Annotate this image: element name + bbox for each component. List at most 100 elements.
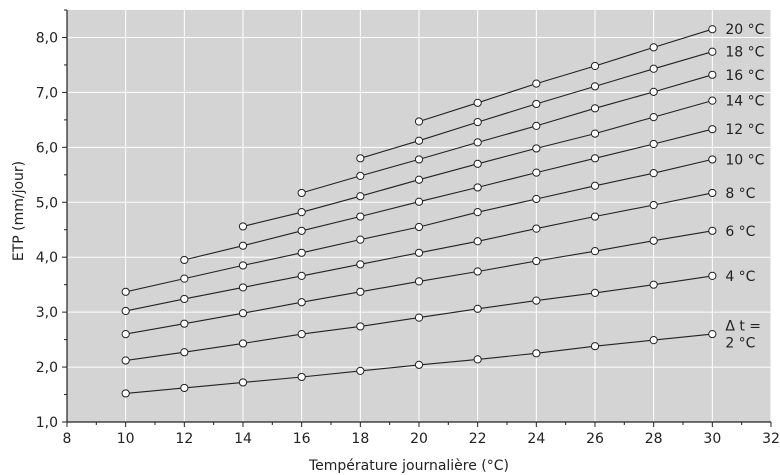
- y-tick-label: 3,0: [36, 305, 58, 321]
- data-point: [649, 169, 658, 178]
- data-point: [532, 296, 541, 305]
- series-group: [238, 96, 717, 231]
- data-point: [649, 113, 658, 122]
- data-point: [532, 224, 541, 233]
- series-label: 2 °C: [725, 336, 755, 352]
- series-line: [184, 128, 713, 261]
- data-point: [356, 287, 365, 296]
- series-line: [301, 74, 713, 194]
- data-point: [297, 188, 306, 198]
- data-point: [414, 360, 424, 369]
- series-group: [414, 25, 717, 126]
- data-point: [708, 226, 717, 235]
- data-point: [708, 70, 717, 79]
- data-point: [708, 96, 717, 105]
- data-point: [180, 319, 189, 328]
- x-tick-label: 16: [293, 431, 311, 447]
- series-group: [121, 226, 717, 339]
- data-point: [414, 155, 424, 164]
- y-tick-label: 6,0: [36, 140, 58, 156]
- data-point: [356, 192, 365, 201]
- data-point: [414, 117, 424, 126]
- data-point: [180, 274, 189, 283]
- x-tick-label: 28: [645, 431, 663, 447]
- data-point: [532, 99, 541, 109]
- series-label: 12 °C: [725, 122, 764, 138]
- series-label: 18 °C: [725, 45, 764, 61]
- data-point: [121, 287, 130, 296]
- x-tick-label: 32: [762, 431, 780, 447]
- data-point: [121, 330, 130, 339]
- series-label: Δ t =: [725, 319, 761, 335]
- x-tick-label: 20: [410, 431, 428, 447]
- data-point: [473, 355, 482, 364]
- data-point: [649, 43, 658, 52]
- series-label: 14 °C: [725, 94, 764, 110]
- data-point: [121, 389, 130, 398]
- y-tick-label: 7,0: [36, 85, 58, 101]
- data-point: [590, 61, 600, 71]
- data-point: [180, 348, 189, 357]
- series-layer: [121, 25, 717, 398]
- data-point: [708, 188, 717, 198]
- data-point: [590, 129, 600, 138]
- data-point: [473, 98, 482, 107]
- x-tick-label: 18: [351, 431, 369, 447]
- data-point: [590, 288, 600, 298]
- data-point: [356, 260, 365, 269]
- data-point: [532, 194, 541, 204]
- data-point: [238, 222, 248, 231]
- x-tick-label: 22: [469, 431, 487, 447]
- data-point: [180, 383, 189, 393]
- series-group: [297, 70, 717, 198]
- data-point: [473, 117, 482, 127]
- data-point: [708, 25, 717, 34]
- series-label: 10 °C: [725, 152, 764, 168]
- data-point: [356, 171, 365, 180]
- data-point: [238, 283, 248, 292]
- data-point: [473, 138, 482, 147]
- series-label: 8 °C: [725, 186, 755, 202]
- data-point: [649, 336, 658, 345]
- series-label: 20 °C: [725, 22, 764, 38]
- data-point: [532, 349, 541, 358]
- data-point: [238, 261, 248, 270]
- data-point: [297, 372, 306, 382]
- data-point: [414, 197, 424, 206]
- x-tick-label: 14: [234, 431, 252, 447]
- data-point: [590, 247, 600, 256]
- data-point: [238, 339, 248, 348]
- data-point: [590, 154, 600, 163]
- series-label: 6 °C: [725, 224, 755, 240]
- series-group: [121, 271, 717, 365]
- data-point: [649, 236, 658, 245]
- data-point: [708, 47, 717, 56]
- data-point: [590, 104, 600, 113]
- y-tick-label: 4,0: [36, 250, 58, 266]
- series-group: [121, 188, 717, 316]
- series-group: [356, 47, 717, 163]
- data-point: [649, 139, 658, 149]
- data-point: [414, 313, 424, 322]
- grid-lines: [67, 10, 772, 422]
- x-tick-label: 24: [527, 431, 545, 447]
- data-point: [708, 155, 717, 164]
- x-axis-title: Température journalière (°C): [308, 458, 509, 474]
- data-point: [297, 248, 306, 257]
- data-point: [590, 181, 600, 190]
- series-line: [418, 28, 713, 123]
- data-point: [297, 208, 306, 217]
- series-labels: Δ t =2 °C 4 °C 6 °C 8 °C 10 °C 12 °C 14 °C 16 °…: [725, 22, 764, 351]
- y-axis-title: ETP (mm/jour): [11, 161, 27, 261]
- x-tick-label: 26: [586, 431, 604, 447]
- data-point: [297, 298, 306, 307]
- series-group: [180, 125, 717, 265]
- data-point: [590, 212, 600, 221]
- data-point: [356, 154, 365, 163]
- data-point: [297, 226, 306, 235]
- data-point: [414, 248, 424, 257]
- data-point: [238, 241, 248, 250]
- x-tick-label: 8: [63, 431, 72, 447]
- data-point: [356, 322, 365, 331]
